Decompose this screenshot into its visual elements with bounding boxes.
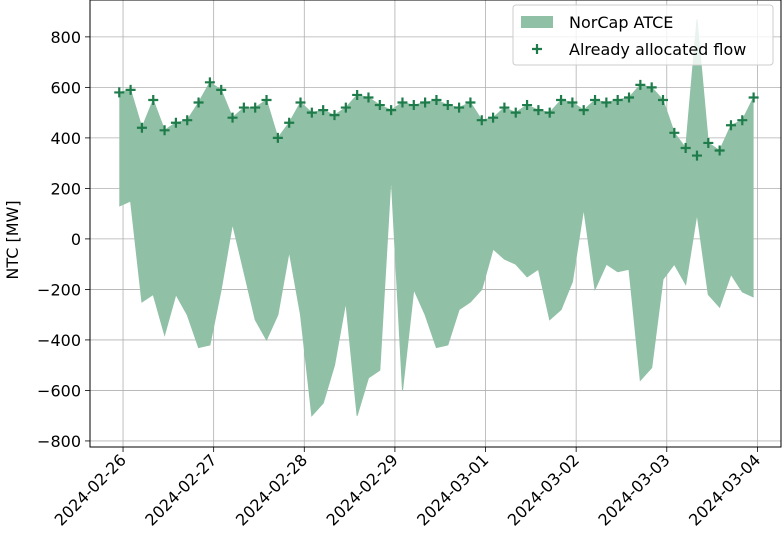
flow-marker bbox=[306, 107, 317, 118]
area-lower-edge bbox=[119, 175, 754, 417]
flow-marker bbox=[601, 97, 612, 108]
flow-marker bbox=[567, 97, 578, 108]
y-tick-label: −600 bbox=[37, 381, 81, 400]
flow-marker bbox=[284, 117, 295, 128]
flow-marker bbox=[148, 95, 159, 106]
flow-marker bbox=[272, 132, 283, 143]
y-axis-label: NTC [MW] bbox=[3, 200, 22, 279]
plot-frame bbox=[89, 0, 782, 448]
flow-marker bbox=[227, 112, 238, 123]
y-tick-label: 200 bbox=[50, 179, 81, 198]
flow-marker bbox=[204, 77, 215, 88]
flow-marker bbox=[420, 97, 431, 108]
flow-marker bbox=[680, 142, 691, 153]
flow-marker bbox=[578, 105, 589, 116]
x-tick-label: 2024-02-29 bbox=[323, 450, 402, 529]
flow-marker bbox=[465, 97, 476, 108]
flow-marker bbox=[624, 92, 635, 103]
flow-marker bbox=[488, 112, 499, 123]
y-tick-label: 0 bbox=[71, 230, 81, 249]
flow-marker bbox=[748, 92, 759, 103]
flow-marker bbox=[114, 87, 125, 98]
flow-marker bbox=[544, 107, 555, 118]
flow-marker bbox=[340, 102, 351, 113]
flow-marker bbox=[714, 145, 725, 156]
legend-swatch bbox=[532, 44, 542, 54]
flow-marker bbox=[408, 100, 419, 111]
flow-marker bbox=[646, 82, 657, 93]
y-tick-label: 400 bbox=[50, 129, 81, 148]
flow-marker bbox=[125, 84, 136, 95]
x-tick-label: 2024-03-04 bbox=[685, 450, 764, 529]
x-tick-label: 2024-02-27 bbox=[141, 450, 220, 529]
legend-box bbox=[512, 4, 774, 66]
y-tick-label: −200 bbox=[37, 280, 81, 299]
flow-marker bbox=[250, 102, 261, 113]
flow-marker bbox=[159, 125, 170, 136]
x-tick-label: 2024-03-02 bbox=[504, 450, 583, 529]
flow-marker bbox=[386, 105, 397, 116]
flow-marker bbox=[374, 100, 385, 111]
flow-marker bbox=[216, 84, 227, 95]
flow-marker bbox=[170, 117, 181, 128]
x-tick-label: 2024-02-28 bbox=[232, 450, 311, 529]
flow-marker bbox=[329, 110, 340, 121]
y-tick-label: −400 bbox=[37, 331, 81, 350]
flow-marker bbox=[510, 107, 521, 118]
flow-marker bbox=[703, 137, 714, 148]
flow-marker bbox=[658, 95, 669, 106]
flow-marker bbox=[431, 95, 442, 106]
flow-marker bbox=[556, 95, 567, 106]
x-tick-label: 2024-03-01 bbox=[413, 450, 492, 529]
flow-marker bbox=[397, 97, 408, 108]
x-tick-label: 2024-03-03 bbox=[594, 450, 673, 529]
legend-label: NorCap ATCE bbox=[569, 13, 673, 32]
y-tick-label: 600 bbox=[50, 78, 81, 97]
flow-marker bbox=[318, 105, 329, 116]
legend-label: Already allocated flow bbox=[569, 40, 746, 59]
flow-marker bbox=[669, 127, 680, 138]
flow-marker bbox=[136, 122, 147, 133]
flow-marker bbox=[442, 100, 453, 111]
flow-marker bbox=[261, 95, 272, 106]
legend-swatch bbox=[521, 16, 553, 28]
flow-marker bbox=[454, 102, 465, 113]
x-tick-label: 2024-02-26 bbox=[51, 450, 130, 529]
flow-marker bbox=[522, 100, 533, 111]
flow-marker bbox=[363, 92, 374, 103]
flow-marker bbox=[533, 105, 544, 116]
flow-marker bbox=[476, 115, 487, 126]
y-tick-label: −800 bbox=[37, 432, 81, 451]
flow-marker bbox=[238, 102, 249, 113]
flow-marker bbox=[352, 89, 363, 100]
y-tick-label: 800 bbox=[50, 28, 81, 47]
flow-marker bbox=[499, 102, 510, 113]
flow-marker bbox=[737, 115, 748, 126]
area-band bbox=[119, 19, 754, 416]
flow-marker bbox=[193, 97, 204, 108]
flow-marker bbox=[635, 79, 646, 90]
flow-marker bbox=[590, 95, 601, 106]
flow-marker bbox=[182, 115, 193, 126]
flow-marker bbox=[691, 150, 702, 161]
flow-marker bbox=[295, 97, 306, 108]
flow-marker bbox=[612, 95, 623, 106]
flow-marker bbox=[725, 120, 736, 131]
